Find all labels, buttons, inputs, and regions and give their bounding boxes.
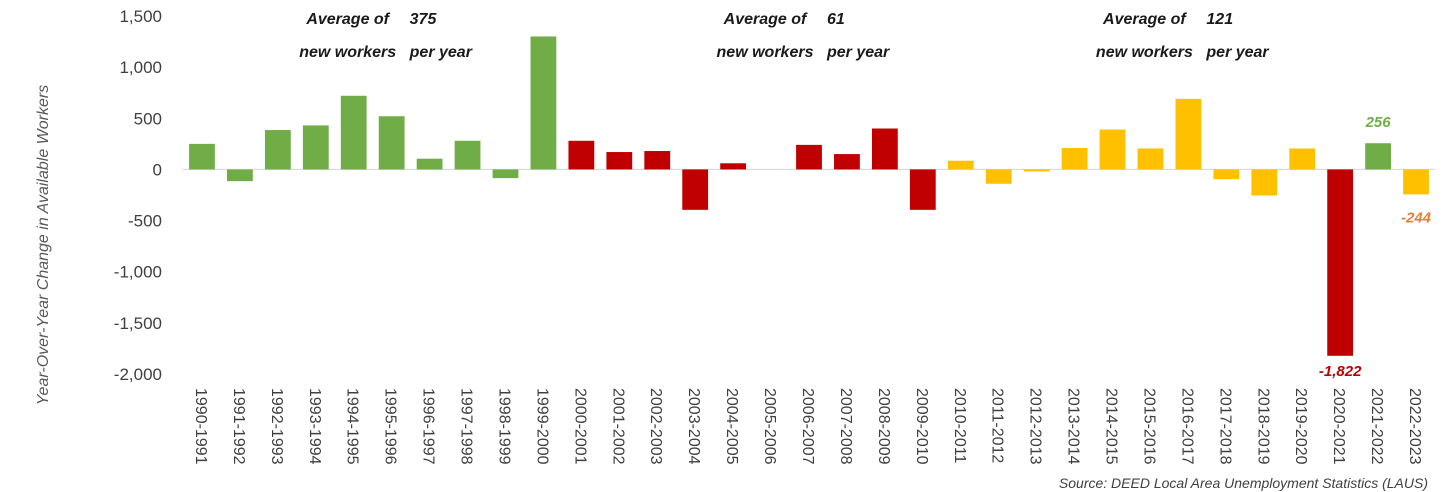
y-tick-label: 1,500: [119, 7, 162, 26]
data-label: 256: [1365, 114, 1392, 131]
bar-1997-1998: [454, 140, 481, 170]
data-label: -244: [1401, 209, 1432, 226]
x-tick-label: 2004-2005: [723, 388, 740, 465]
x-tick-label: 2006-2007: [799, 388, 816, 465]
bar-1994-1995: [340, 95, 367, 170]
x-tick-label: 2016-2017: [1178, 388, 1195, 465]
x-tick-label: 1995-1996: [382, 388, 399, 465]
annotation-line3: per year: [1205, 44, 1269, 61]
bar-2001-2002: [606, 152, 633, 170]
x-tick-label: 2007-2008: [837, 388, 854, 465]
bar-1990-1991: [189, 143, 215, 170]
bar-2008-2009: [871, 128, 898, 170]
bar-2009-2010: [909, 169, 936, 210]
bar-2006-2007: [796, 144, 822, 170]
x-tick-label: 2008-2009: [875, 388, 892, 465]
bar-1992-1993: [264, 130, 291, 170]
bar-2011-2012: [985, 169, 1012, 184]
x-tick-label: 2020-2021: [1330, 388, 1347, 465]
y-tick-label: 0: [153, 160, 162, 179]
x-tick-label: 1990-1991: [192, 388, 209, 465]
x-tick-label: 1997-1998: [458, 388, 475, 465]
bar-2017-2018: [1213, 169, 1240, 180]
bar-1996-1997: [416, 158, 443, 170]
bar-1993-1994: [302, 125, 329, 170]
annotation-line2: new workers: [1096, 44, 1193, 61]
data-label: -1,822: [1319, 363, 1362, 380]
bar-2022-2023: [1403, 169, 1429, 195]
bar-2007-2008: [834, 154, 860, 170]
x-tick-label: 2021-2022: [1368, 388, 1385, 465]
source-note: Source: DEED Local Area Unemployment Sta…: [1059, 475, 1428, 491]
bar-1995-1996: [378, 116, 405, 170]
y-tick-label: -500: [128, 212, 162, 231]
x-tick-label: 2013-2014: [1065, 388, 1082, 465]
x-tick-label: 2001-2002: [609, 388, 626, 465]
bar-1999-2000: [530, 36, 557, 170]
bar-1998-1999: [492, 169, 519, 179]
bar-1991-1992: [227, 169, 253, 182]
x-tick-label: 1998-1999: [495, 388, 512, 465]
x-tick-label: 2000-2001: [571, 388, 588, 465]
x-tick-label: 2019-2020: [1292, 388, 1309, 465]
annotation-line2: new workers: [717, 44, 814, 61]
bar-2010-2011: [947, 160, 974, 170]
x-tick-label: 2002-2003: [647, 388, 664, 465]
y-tick-label: 1,000: [119, 58, 162, 77]
x-tick-label: 2005-2006: [761, 388, 778, 465]
x-tick-label: 1996-1997: [420, 388, 437, 465]
x-tick-label: 2014-2015: [1103, 388, 1120, 465]
x-tick-label: 2015-2016: [1140, 388, 1157, 465]
annotation-line1: Average of: [723, 11, 808, 28]
annotation-line1: Average of: [305, 11, 390, 28]
bar-2018-2019: [1251, 169, 1278, 196]
x-tick-label: 2011-2012: [989, 388, 1006, 463]
bar-2000-2001: [568, 140, 595, 170]
bar-2004-2005: [720, 163, 747, 170]
x-tick-label: 2010-2011: [951, 388, 968, 463]
annotation-line1: Average of: [1102, 11, 1187, 28]
x-tick-label: 1993-1994: [306, 388, 323, 465]
x-tick-label: 2009-2010: [913, 388, 930, 465]
x-tick-label: 2012-2013: [1027, 388, 1044, 465]
bar-2015-2016: [1137, 148, 1164, 170]
x-tick-label: 2022-2023: [1406, 388, 1423, 465]
y-axis-label: Year-Over-Year Change in Available Worke…: [35, 85, 52, 405]
y-tick-label: -1,500: [114, 314, 162, 333]
annotation-value: 375: [410, 11, 438, 28]
y-tick-label: 500: [134, 109, 162, 128]
annotation-line3: per year: [826, 44, 890, 61]
x-tick-label: 1994-1995: [344, 388, 361, 465]
bar-2014-2015: [1099, 129, 1126, 170]
annotation-line3: per year: [409, 44, 473, 61]
bar-2002-2003: [644, 151, 671, 170]
y-tick-label: -2,000: [114, 365, 162, 384]
bar-2021-2022: [1365, 143, 1391, 170]
bar-2020-2021: [1327, 169, 1354, 356]
bar-2003-2004: [682, 169, 709, 210]
x-tick-label: 2018-2019: [1254, 388, 1271, 465]
x-tick-label: 1992-1993: [268, 388, 285, 465]
bar-2019-2020: [1289, 148, 1316, 170]
bar-2016-2017: [1175, 98, 1202, 170]
x-tick-label: 2003-2004: [685, 388, 702, 465]
y-tick-label: -1,000: [114, 263, 162, 282]
annotation-value: 61: [827, 11, 845, 28]
x-tick-label: 1999-2000: [533, 388, 550, 465]
bar-2013-2014: [1061, 147, 1088, 170]
annotation-value: 121: [1206, 11, 1233, 28]
bar-2012-2013: [1023, 169, 1050, 172]
annotation-line2: new workers: [299, 44, 396, 61]
x-tick-label: 1991-1992: [230, 388, 247, 465]
x-tick-label: 2017-2018: [1216, 388, 1233, 465]
